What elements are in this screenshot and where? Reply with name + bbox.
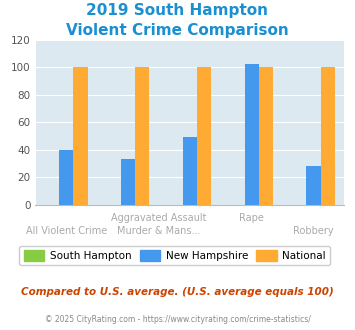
Legend: South Hampton, New Hampshire, National: South Hampton, New Hampshire, National	[20, 246, 330, 265]
Bar	[245, 64, 259, 205]
Text: All Violent Crime: All Violent Crime	[26, 226, 107, 236]
Text: Robbery: Robbery	[293, 226, 334, 236]
Text: © 2025 CityRating.com - https://www.cityrating.com/crime-statistics/: © 2025 CityRating.com - https://www.city…	[45, 315, 310, 324]
Text: Compared to U.S. average. (U.S. average equals 100): Compared to U.S. average. (U.S. average …	[21, 287, 334, 297]
Bar	[59, 149, 73, 205]
Bar	[321, 67, 335, 205]
Bar	[73, 67, 88, 205]
Bar	[197, 67, 211, 205]
Text: Violent Crime Comparison: Violent Crime Comparison	[66, 23, 289, 38]
Text: 2019 South Hampton: 2019 South Hampton	[87, 3, 268, 18]
Text: Murder & Mans...: Murder & Mans...	[117, 226, 201, 236]
Bar	[259, 67, 273, 205]
Bar	[135, 67, 149, 205]
Bar	[183, 137, 197, 205]
Bar	[306, 166, 321, 205]
Text: Aggravated Assault: Aggravated Assault	[111, 213, 207, 223]
Bar	[121, 159, 135, 205]
Text: Rape: Rape	[239, 213, 264, 223]
